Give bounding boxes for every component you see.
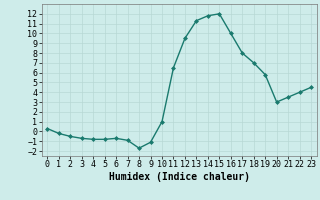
X-axis label: Humidex (Indice chaleur): Humidex (Indice chaleur) — [109, 172, 250, 182]
